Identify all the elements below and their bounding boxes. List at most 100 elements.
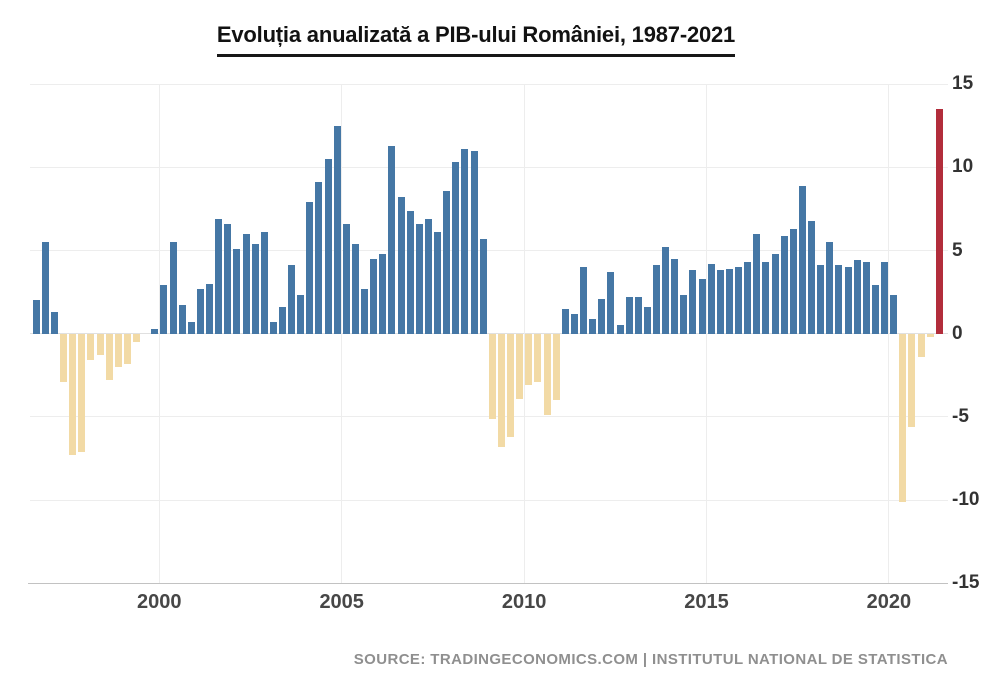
bar-1998-Q4 <box>114 333 122 367</box>
bar-2006-Q3 <box>397 197 405 334</box>
gridline-y-15 <box>30 83 948 85</box>
chart-title: Evoluția anualizată a PIB-ului României,… <box>216 22 735 57</box>
bar-1998-Q2 <box>96 333 104 356</box>
y-tick-label--10: -10 <box>952 489 980 511</box>
gridline-y--15 <box>28 582 948 584</box>
y-tick-label-0: 0 <box>952 322 963 344</box>
bar-2005-Q2 <box>351 243 359 334</box>
bar-2000-Q2 <box>169 242 177 334</box>
x-tick-label-2010: 2010 <box>501 591 547 613</box>
bar-2018-Q1 <box>817 265 825 334</box>
bar-2002-Q3 <box>251 243 259 334</box>
bar-2001-Q2 <box>206 283 214 334</box>
bar-2019-Q4 <box>881 262 889 334</box>
bar-1997-Q1 <box>50 312 58 334</box>
bar-2015-Q2 <box>716 270 724 334</box>
bar-2000-Q1 <box>160 285 168 334</box>
bar-2000-Q3 <box>178 305 186 334</box>
bar-2007-Q3 <box>434 232 442 334</box>
bar-1999-Q2 <box>133 333 141 342</box>
bar-2020-Q1 <box>890 295 898 334</box>
gridline-y--10 <box>30 499 948 501</box>
bar-2004-Q3 <box>324 158 332 334</box>
gridline-x-2010 <box>523 84 525 584</box>
bar-2004-Q4 <box>333 125 341 334</box>
bar-2010-Q3 <box>543 333 551 416</box>
bar-1997-Q3 <box>69 333 77 456</box>
gridline-x-2005 <box>341 84 343 584</box>
bar-2016-Q1 <box>744 262 752 334</box>
bar-2015-Q4 <box>735 267 743 334</box>
bar-2018-Q4 <box>844 267 852 334</box>
bar-2003-Q1 <box>269 322 277 334</box>
bar-2011-Q3 <box>580 267 588 334</box>
bar-2012-Q3 <box>616 325 624 334</box>
bar-2001-Q3 <box>215 218 223 334</box>
gridline-x-2020 <box>888 84 890 584</box>
title-row: Evoluția anualizată a PIB-ului României,… <box>0 22 952 57</box>
bar-2000-Q4 <box>187 322 195 334</box>
bar-1997-Q2 <box>60 333 68 382</box>
bar-2008-Q2 <box>461 148 469 334</box>
bar-1996-Q4 <box>41 242 49 334</box>
bar-2007-Q4 <box>443 190 451 334</box>
bar-1998-Q1 <box>87 333 95 361</box>
bar-2006-Q2 <box>388 145 396 334</box>
bar-2010-Q4 <box>552 333 560 401</box>
bar-2002-Q4 <box>260 232 268 334</box>
bar-2017-Q4 <box>808 220 816 334</box>
bar-2011-Q2 <box>570 313 578 334</box>
bar-2012-Q2 <box>607 272 615 334</box>
bar-2015-Q1 <box>707 263 715 334</box>
bar-2002-Q1 <box>233 248 241 334</box>
bar-2016-Q4 <box>771 253 779 334</box>
bar-2005-Q1 <box>342 223 350 334</box>
bar-1999-Q1 <box>123 333 131 364</box>
bar-2008-Q3 <box>470 150 478 334</box>
bar-2019-Q1 <box>853 260 861 334</box>
bar-2021-Q2 <box>935 109 943 334</box>
bar-2009-Q3 <box>507 333 515 437</box>
bar-2020-Q2 <box>899 333 907 502</box>
bar-2016-Q3 <box>762 262 770 334</box>
bar-2003-Q3 <box>288 265 296 334</box>
x-tick-label-2015: 2015 <box>684 591 729 613</box>
bar-2010-Q2 <box>534 333 542 382</box>
bar-2009-Q4 <box>516 333 524 399</box>
bar-2005-Q3 <box>361 288 369 334</box>
bar-2018-Q2 <box>826 242 834 334</box>
bar-2003-Q2 <box>278 307 286 334</box>
bar-2007-Q1 <box>415 223 423 334</box>
y-tick-label-10: 10 <box>952 156 974 178</box>
bar-2003-Q4 <box>297 295 305 334</box>
bar-2019-Q3 <box>871 285 879 334</box>
bar-2017-Q3 <box>798 185 806 334</box>
bar-2020-Q4 <box>917 333 925 357</box>
bar-2013-Q4 <box>662 247 670 334</box>
bar-1998-Q3 <box>105 333 113 381</box>
gridline-y-10 <box>30 166 948 168</box>
bar-2014-Q1 <box>671 258 679 334</box>
y-tick-label-5: 5 <box>952 239 963 261</box>
bar-2004-Q1 <box>306 202 314 334</box>
gridline-x-2000 <box>158 84 160 584</box>
bar-1996-Q3 <box>32 300 40 334</box>
bar-2011-Q1 <box>561 308 569 334</box>
bar-2013-Q2 <box>643 307 651 334</box>
bar-2010-Q1 <box>525 333 533 386</box>
bar-2020-Q3 <box>908 333 916 427</box>
bar-2001-Q1 <box>196 288 204 334</box>
bar-2017-Q1 <box>780 235 788 334</box>
bar-2013-Q1 <box>634 297 642 334</box>
bar-1997-Q4 <box>78 333 86 452</box>
bar-2014-Q3 <box>689 270 697 334</box>
bar-2007-Q2 <box>424 218 432 334</box>
x-tick-label-2005: 2005 <box>319 591 364 613</box>
y-tick-label-15: 15 <box>952 73 974 95</box>
bar-2001-Q4 <box>224 223 232 334</box>
bar-2013-Q3 <box>652 265 660 334</box>
bar-2021-Q1 <box>926 333 934 337</box>
bar-2019-Q2 <box>862 262 870 334</box>
